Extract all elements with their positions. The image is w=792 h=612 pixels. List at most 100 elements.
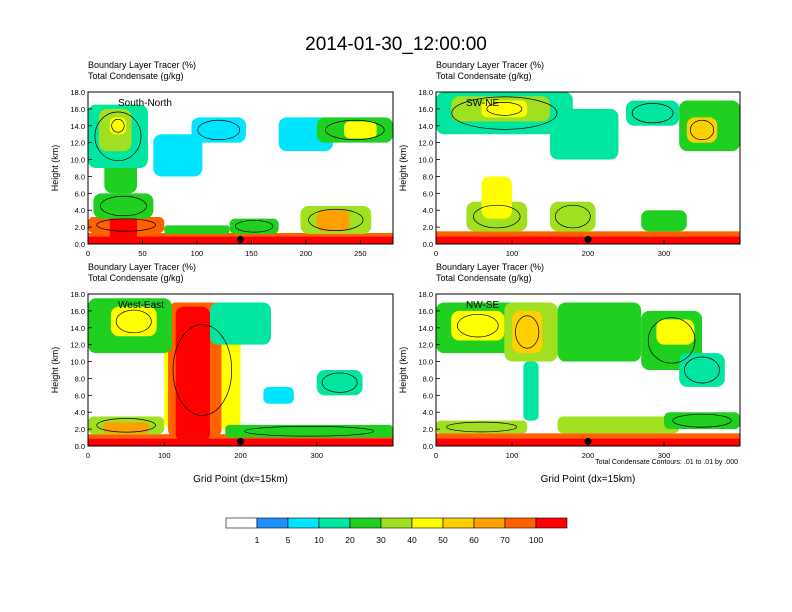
condensate-contour — [647, 317, 696, 364]
legend-swatch — [504, 517, 537, 529]
section-label: NW-SE — [466, 300, 499, 311]
y-tick-label: 16.0 — [70, 307, 85, 316]
condensate-contour — [473, 204, 521, 229]
x-tick-label: 100 — [158, 451, 171, 460]
x-tick-label: 300 — [310, 451, 323, 460]
field-region-7 — [175, 306, 210, 442]
legend-label: 70 — [500, 535, 510, 545]
y-tick-label: 12.0 — [418, 139, 433, 148]
y-tick-label: 4.0 — [423, 408, 433, 417]
x-tick-label: 200 — [234, 451, 247, 460]
y-tick-label: 12.0 — [70, 341, 85, 350]
field-region-10 — [557, 302, 642, 362]
section-label: West-East — [118, 300, 164, 311]
condensate-contour — [554, 204, 591, 229]
panel-title-condensate: Total Condensate (g/kg) — [88, 273, 184, 283]
y-tick-label: 0.0 — [423, 240, 433, 249]
field-region-16 — [316, 210, 350, 232]
field-region-17 — [229, 218, 279, 234]
x-tick-label: 100 — [191, 249, 204, 258]
condensate-contour — [244, 426, 374, 437]
x-tick-label: 200 — [582, 451, 595, 460]
field-region-2 — [436, 433, 740, 439]
panel-west-east: West-East Boundary Layer Tracer (%)Total … — [50, 262, 394, 485]
condensate-contour — [100, 195, 147, 217]
condensate-contour — [684, 356, 720, 384]
y-axis-label: Height (km) — [398, 145, 408, 192]
y-tick-label: 18.0 — [418, 290, 433, 299]
plot-frame — [87, 91, 394, 245]
field-region-13 — [225, 424, 393, 438]
legend-label: 100 — [529, 535, 543, 545]
condensate-contour — [689, 119, 715, 141]
y-axis-label: Height (km) — [50, 347, 60, 394]
panel-title-condensate: Total Condensate (g/kg) — [436, 71, 532, 81]
legend-swatch — [349, 517, 382, 529]
legend-swatch — [225, 517, 258, 529]
condensate-contour — [96, 218, 156, 232]
field-region-7 — [451, 310, 505, 341]
x-tick-label: 100 — [506, 249, 519, 258]
field-region-10 — [550, 108, 619, 160]
x-tick-label: 200 — [300, 249, 313, 258]
legend-swatch — [318, 517, 351, 529]
field-region-5 — [93, 193, 154, 219]
y-axis-label: Height (km) — [398, 347, 408, 394]
condensate-contour — [451, 96, 558, 130]
field-region-2 — [88, 233, 393, 237]
field-region-12 — [656, 319, 695, 345]
field-region-14 — [343, 121, 377, 139]
section-label: South-North — [118, 98, 172, 109]
y-tick-label: 14.0 — [418, 122, 433, 131]
field-region-11 — [316, 370, 363, 396]
panel-title-tracer: Boundary Layer Tracer (%) — [436, 262, 544, 272]
field-region-11 — [191, 117, 246, 143]
shaded-field — [436, 92, 740, 244]
y-tick-label: 16.0 — [418, 307, 433, 316]
y-tick-label: 10.0 — [418, 358, 433, 367]
panel-title-tracer: Boundary Layer Tracer (%) — [88, 60, 196, 70]
y-tick-label: 18.0 — [418, 88, 433, 97]
legend-label: 50 — [438, 535, 448, 545]
field-region-9 — [110, 306, 157, 337]
y-tick-label: 4.0 — [75, 408, 85, 417]
field-region-10 — [210, 302, 271, 345]
x-tick-label: 0 — [434, 249, 438, 258]
y-tick-label: 18.0 — [70, 88, 85, 97]
field-region-6 — [641, 210, 687, 232]
color-legend: 1 5 10 20 30 40 50 60 70 100 — [225, 517, 568, 545]
panel-title-tracer: Boundary Layer Tracer (%) — [88, 262, 196, 272]
y-tick-label: 10.0 — [70, 358, 85, 367]
field-region-5 — [550, 201, 596, 232]
condensate-contour — [115, 309, 152, 334]
y-tick-label: 4.0 — [75, 206, 85, 215]
condensate-contour — [515, 315, 540, 349]
condensate-contour — [96, 418, 156, 433]
shaded-field — [88, 298, 393, 446]
y-tick-label: 18.0 — [70, 290, 85, 299]
x-tick-label: 0 — [86, 451, 90, 460]
legend-swatch — [287, 517, 320, 529]
y-tick-label: 16.0 — [418, 105, 433, 114]
y-tick-label: 12.0 — [418, 341, 433, 350]
condensate-contour — [631, 103, 674, 124]
y-tick-label: 0.0 — [75, 442, 85, 451]
condensate-contour — [308, 208, 364, 232]
condensate-contour — [234, 220, 274, 233]
legend-swatch — [442, 517, 475, 529]
legend-swatch — [473, 517, 506, 529]
y-tick-label: 16.0 — [70, 105, 85, 114]
y-tick-label: 8.0 — [423, 172, 433, 181]
panel-title-tracer: Boundary Layer Tracer (%) — [436, 60, 544, 70]
location-marker — [237, 437, 244, 445]
x-tick-label: 0 — [434, 451, 438, 460]
y-tick-label: 4.0 — [423, 206, 433, 215]
x-tick-label: 150 — [245, 249, 258, 258]
location-marker — [237, 235, 244, 243]
legend-swatch — [256, 517, 289, 529]
condensate-contour — [446, 421, 518, 433]
x-tick-label: 250 — [354, 249, 367, 258]
y-tick-label: 2.0 — [75, 223, 85, 232]
